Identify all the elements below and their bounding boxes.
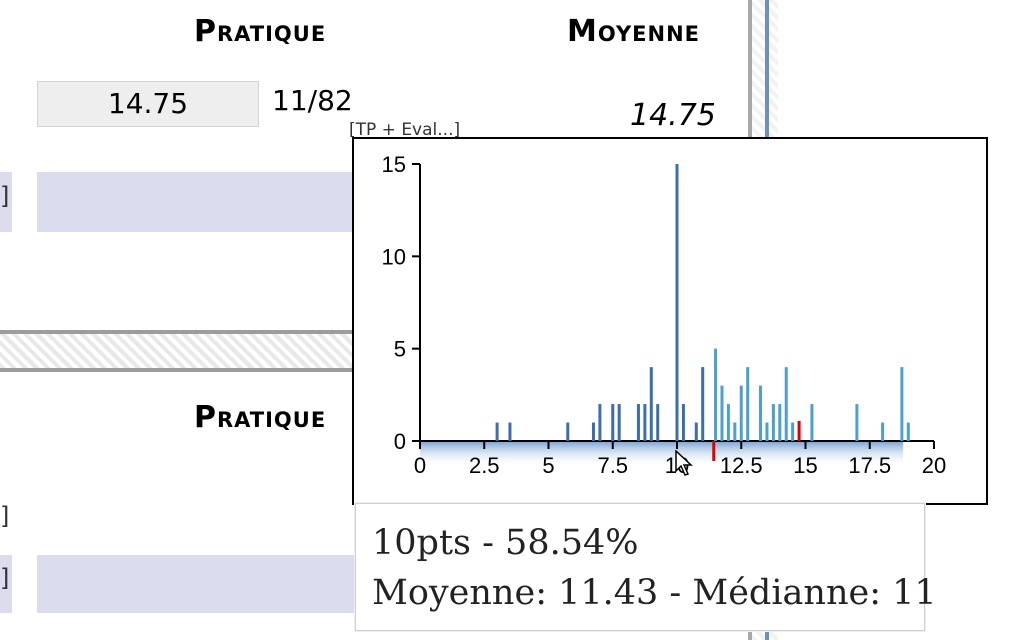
x-tick-label: 15 <box>793 453 817 478</box>
mouse-cursor-icon <box>675 450 693 476</box>
y-tick-label: 5 <box>394 337 406 362</box>
tooltip-line-score: 10pts - 58.54% <box>372 523 639 563</box>
chart-tooltip: 10pts - 58.54% Moyenne: 11.43 - Médianne… <box>355 503 937 631</box>
pratique-header: Pratique <box>194 14 327 49</box>
x-tick-label: 12.5 <box>720 453 763 478</box>
distribution-band <box>420 441 904 467</box>
tooltip-line-stats: Moyenne: 11.43 - Médianne: 11 <box>372 573 937 613</box>
row-band-2 <box>37 555 367 613</box>
moyenne-value: 14.75 <box>630 98 716 133</box>
x-tick-label: 2.5 <box>469 453 500 478</box>
x-tick-label: 17.5 <box>848 453 891 478</box>
moyenne-header: Moyenne <box>567 14 701 49</box>
rank-text: 11/82 <box>272 84 353 117</box>
x-tick-label: 20 <box>922 453 946 478</box>
row-band-left-1 <box>0 172 12 232</box>
pratique-header-2: Pratique <box>194 400 327 435</box>
x-tick-label: 0 <box>414 453 426 478</box>
y-tick-label: 10 <box>382 244 406 269</box>
row-band-left-2 <box>0 555 12 613</box>
left-bracket-3: ] <box>0 564 10 592</box>
left-bracket-1: ] <box>0 182 10 210</box>
left-bracket-2: ] <box>0 502 10 530</box>
row-band-1 <box>37 172 367 232</box>
y-tick-label: 15 <box>382 152 406 177</box>
section-divider <box>0 330 360 372</box>
x-tick-label: 7.5 <box>597 453 628 478</box>
x-tick-label: 5 <box>542 453 554 478</box>
grade-input[interactable]: 14.75 <box>37 81 259 127</box>
y-tick-label: 0 <box>394 429 406 454</box>
tp-eval-label[interactable]: [TP + Eval...] <box>349 120 461 140</box>
